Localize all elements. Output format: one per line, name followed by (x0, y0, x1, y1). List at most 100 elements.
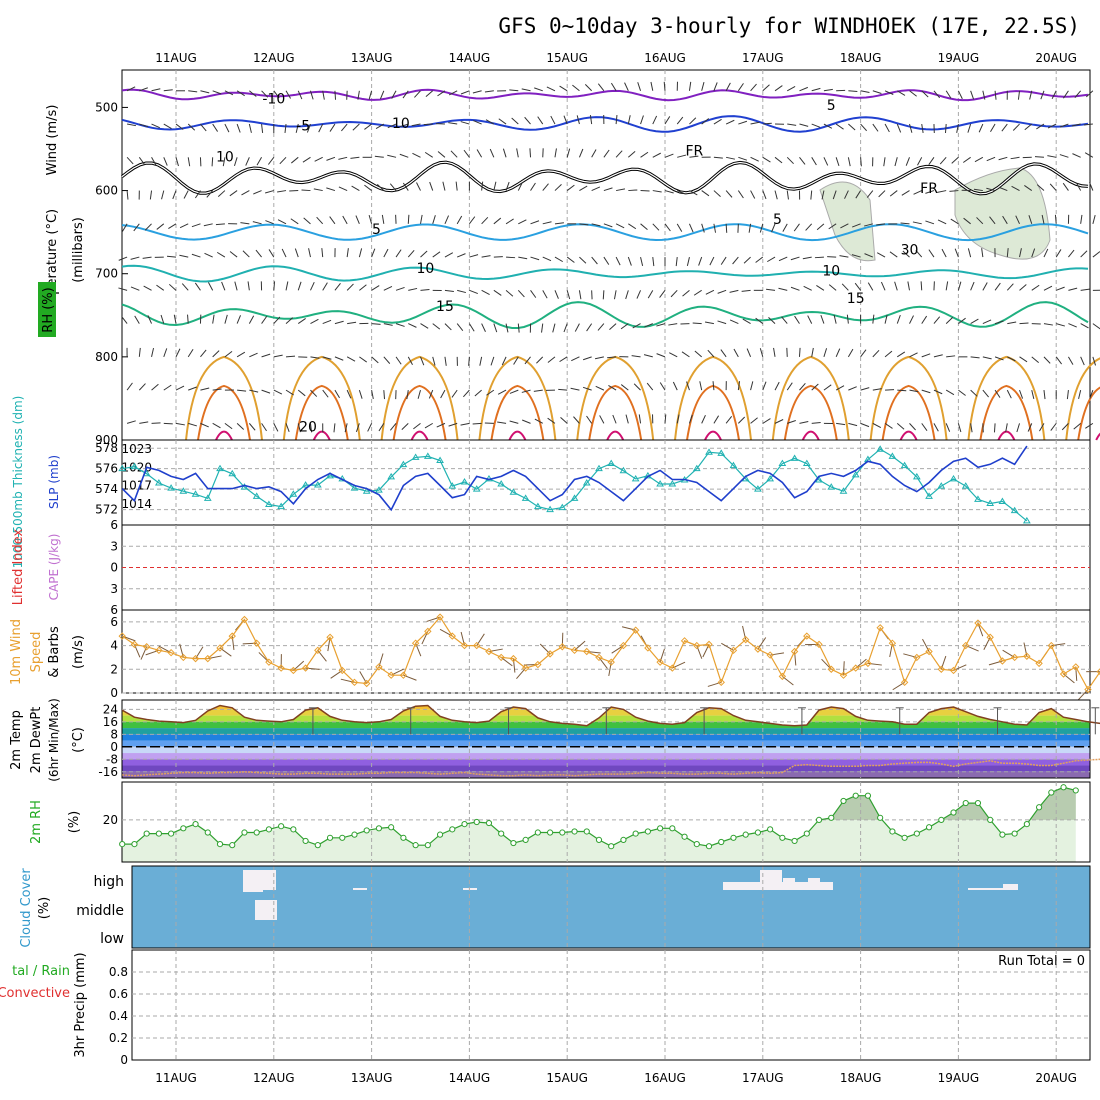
wind-barb (321, 248, 324, 258)
wind-barb (456, 323, 464, 331)
wind-barb (509, 420, 519, 424)
wind-barb (294, 248, 299, 258)
wind-barb (200, 123, 207, 132)
wind-barb (261, 315, 268, 324)
wind-barb (297, 281, 302, 291)
wind-barb (381, 214, 385, 224)
wind-barb (957, 423, 962, 433)
isotherm-25 (392, 384, 447, 441)
y-tick-label: 8 (110, 727, 118, 741)
wind-barb (147, 315, 153, 324)
panel-frame (131, 949, 1091, 1061)
contour-label: FR (920, 181, 938, 197)
wind10-point (693, 641, 701, 650)
wind-barb (139, 421, 149, 424)
wind-barb (395, 286, 405, 291)
thickness-point (949, 474, 958, 482)
wind-barb (920, 281, 923, 291)
wind-barb (738, 156, 748, 161)
wind-barb (688, 223, 694, 233)
wind-barb (481, 181, 484, 191)
wind10-point (142, 643, 151, 651)
wind-barb (884, 422, 893, 429)
wind-barb (872, 314, 875, 324)
wind10-point (815, 640, 823, 649)
wind-barb (933, 423, 939, 432)
wind10-point (179, 653, 188, 662)
wind-barb (383, 356, 391, 364)
thickness-point (460, 478, 469, 485)
wind-barb (161, 190, 165, 200)
isotherm-30 (410, 430, 429, 441)
wind-barb (982, 389, 989, 398)
wind-barb (625, 414, 629, 424)
wind-barb (306, 123, 311, 133)
wind-barb (389, 183, 397, 191)
y-tick-label: 20 (103, 813, 118, 827)
wind-barb (713, 190, 721, 198)
wind-barb (505, 181, 510, 191)
wind-barb (912, 221, 922, 225)
rh2m-point (901, 834, 908, 841)
wind-barb (442, 181, 446, 191)
wind-barb (689, 117, 697, 125)
y-tick-label: 0 (110, 561, 118, 575)
wind-barb (1074, 90, 1082, 98)
wind-barb (762, 84, 770, 92)
wind-barb (163, 123, 172, 130)
thickness-point (375, 486, 383, 493)
wind10-point (473, 641, 481, 650)
wind-barb (463, 389, 470, 398)
wind-barb (572, 84, 580, 92)
isotherm-30 (215, 430, 233, 441)
wind-barb (894, 281, 898, 291)
y-tick-label: 0.6 (109, 987, 128, 1001)
wind-barb (921, 353, 931, 358)
wind-barb (534, 87, 543, 92)
wind-barb (963, 217, 971, 225)
thickness-point (399, 460, 408, 468)
wind-barb (738, 120, 748, 125)
wind-barb (701, 81, 705, 91)
wind-barb (1015, 215, 1020, 225)
wind-barb (322, 319, 332, 325)
wind10-point (1084, 685, 1092, 694)
wind-barb (303, 217, 311, 225)
date-label-top: 18AUG (840, 51, 882, 65)
thickness-point (900, 461, 909, 469)
wind10-point (827, 665, 835, 673)
wind-barb (986, 156, 996, 162)
wind-barb (945, 423, 951, 432)
wind-barb (326, 156, 336, 161)
thickness-point (301, 481, 310, 488)
wind-barb (255, 249, 262, 258)
wind-barb (399, 123, 409, 128)
wind-barb (638, 414, 642, 424)
wind-barb (1055, 356, 1063, 365)
wind-barb (281, 248, 287, 258)
wind-barb (682, 289, 690, 297)
wind-barb (134, 315, 140, 324)
isotherm-5 (121, 223, 1089, 242)
rh2m-point (498, 830, 505, 837)
wind10-point (949, 666, 958, 675)
wind-barb (970, 389, 978, 397)
wind10-point (595, 653, 603, 662)
wind-barb (576, 115, 580, 125)
wind-barb (1080, 356, 1085, 366)
wind-barb (560, 416, 568, 424)
wind10-point (1059, 670, 1068, 678)
wind-barb (720, 349, 727, 358)
date-label-top: 15AUG (546, 51, 588, 65)
wind-barb (1005, 423, 1008, 433)
wind-barb (921, 389, 931, 394)
wind-barb (652, 257, 655, 267)
thickness-point (558, 503, 567, 511)
wind-barb (420, 214, 423, 224)
wind-barb (509, 389, 519, 394)
wind-barb (248, 423, 256, 431)
wind-barb (149, 190, 153, 200)
wind-barb (181, 283, 189, 291)
wind-barb (395, 356, 402, 365)
wind-barb (399, 153, 409, 158)
